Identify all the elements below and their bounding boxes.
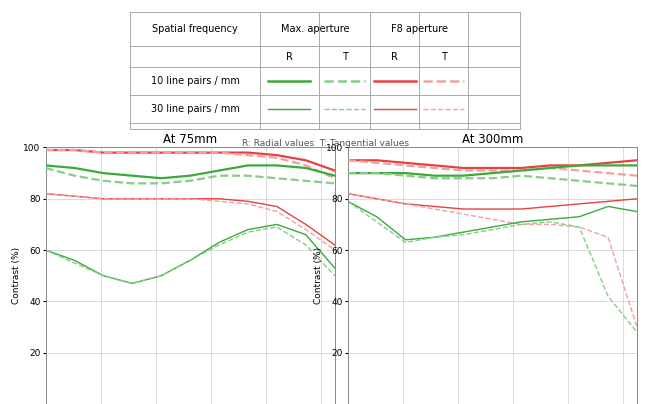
Text: R: Radial values  T: Tangential values: R: Radial values T: Tangential values <box>242 139 408 148</box>
Y-axis label: Contrast (%): Contrast (%) <box>12 247 21 304</box>
Text: T: T <box>441 52 447 61</box>
Text: F8 aperture: F8 aperture <box>391 24 448 34</box>
Text: Spatial frequency: Spatial frequency <box>152 24 238 34</box>
Text: R: R <box>391 52 398 61</box>
Title: At 75mm: At 75mm <box>163 133 217 146</box>
Text: 30 line pairs / mm: 30 line pairs / mm <box>151 104 239 114</box>
Text: Max. aperture: Max. aperture <box>281 24 350 34</box>
Text: T: T <box>341 52 348 61</box>
Text: R: R <box>286 52 292 61</box>
Title: At 300mm: At 300mm <box>462 133 523 146</box>
Text: 10 line pairs / mm: 10 line pairs / mm <box>151 76 239 86</box>
Y-axis label: Contrast (%): Contrast (%) <box>314 247 323 304</box>
